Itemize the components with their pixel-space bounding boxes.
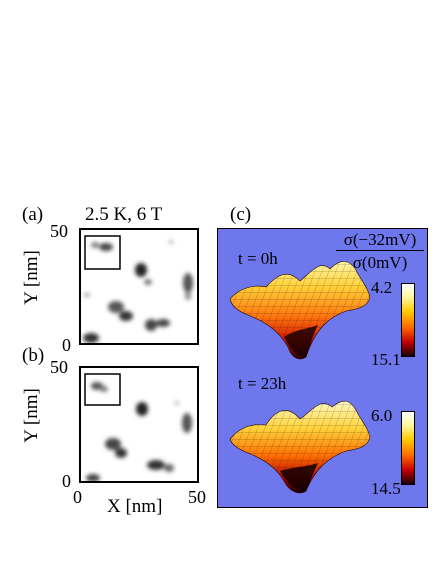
time-label-bottom: t = 23h bbox=[238, 374, 287, 393]
ratio-fraction-bar bbox=[336, 250, 424, 251]
surface-plots bbox=[229, 261, 371, 494]
conductance-map-a bbox=[79, 228, 199, 345]
colorbar-bottom-max: 6.0 bbox=[371, 406, 393, 425]
panel-b-y-tick-bottom: 0 bbox=[62, 471, 71, 491]
surface-bottom bbox=[229, 400, 371, 494]
colorbar-top bbox=[401, 283, 415, 357]
highlight-box-a bbox=[84, 235, 121, 270]
map-a-graphic bbox=[83, 235, 193, 343]
panel-a-label: (a) bbox=[22, 204, 44, 225]
conductance-map-b bbox=[79, 366, 199, 483]
surface-top bbox=[229, 261, 371, 360]
colorbar-bottom-min: 14.5 bbox=[371, 479, 401, 498]
ratio-label: σ(−32mV) σ(0mV) bbox=[332, 230, 427, 272]
map-b-graphic bbox=[84, 373, 192, 481]
panel-a-y-tick-bottom: 0 bbox=[62, 335, 71, 355]
panel-b-y-axis-label: Y [nm] bbox=[20, 388, 42, 443]
ratio-numerator: σ(−32mV) bbox=[343, 230, 417, 249]
panel-b-x-axis-label: X [nm] bbox=[107, 496, 163, 517]
colorbar-top-max: 4.2 bbox=[371, 278, 393, 297]
panel-b-x-tick-right: 50 bbox=[188, 487, 206, 507]
panel-c-label: (c) bbox=[230, 204, 252, 225]
panel-b-x-tick-left: 0 bbox=[73, 487, 82, 507]
panel-a-y-axis-label: Y [nm] bbox=[20, 250, 42, 305]
colorbar-top-min: 15.1 bbox=[371, 350, 401, 369]
surface-panel-c: σ(−32mV) σ(0mV) t = 0h t = 23h 4.2 15.1 … bbox=[217, 228, 428, 508]
panel-a-y-tick-top: 50 bbox=[50, 221, 68, 241]
time-label-top: t = 0h bbox=[238, 249, 278, 268]
condition-label: 2.5 K, 6 T bbox=[85, 204, 163, 225]
ratio-denominator: σ(0mV) bbox=[352, 253, 408, 272]
highlight-box-b bbox=[84, 373, 121, 406]
colorbar-bottom bbox=[401, 411, 415, 485]
panel-b-y-tick-top: 50 bbox=[50, 357, 68, 377]
panel-b-label: (b) bbox=[22, 345, 45, 366]
